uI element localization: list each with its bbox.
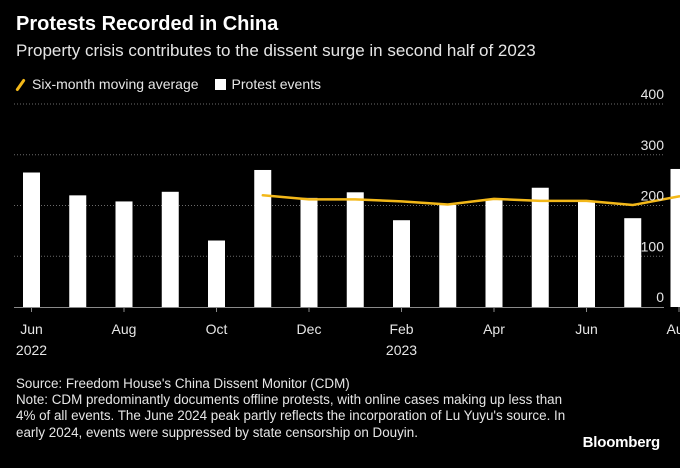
bar-swatch-icon — [214, 78, 226, 90]
legend-item-protest-events: Protest events — [214, 76, 322, 92]
x-tick-label: Jun — [575, 321, 598, 337]
bar — [531, 187, 549, 307]
moving-average-line — [261, 194, 680, 207]
x-tick-label: Aug — [112, 321, 137, 337]
legend-label-moving-average: Six-month moving average — [32, 76, 199, 92]
bar — [578, 200, 595, 307]
x-year-label: 2023 — [386, 342, 417, 358]
x-year-label: 2022 — [16, 342, 47, 358]
bar — [624, 218, 642, 307]
bar — [69, 195, 87, 307]
y-tick-label: 300 — [641, 137, 665, 153]
bloomberg-logo: Bloomberg — [582, 434, 661, 451]
y-tick-label: 200 — [641, 188, 665, 204]
footnotes: Source: Freedom House's China Dissent Mo… — [16, 376, 576, 441]
x-tick-label: Apr — [483, 321, 505, 337]
moving-average — [261, 194, 680, 207]
y-axis: 0 100 200 300 400 — [641, 86, 665, 305]
methodology-note: Note: CDM predominantly documents offlin… — [16, 392, 566, 440]
gridlines — [14, 103, 664, 308]
bar — [670, 168, 680, 307]
bar — [393, 220, 410, 307]
legend-item-moving-average: Six-month moving average — [16, 76, 199, 92]
bar — [439, 204, 457, 307]
x-axis: Jun2022AugOctDecFeb2023AprJunAugOctDecFe… — [16, 307, 680, 358]
chart-subtitle: Property crisis contributes to the disse… — [16, 41, 536, 60]
protests-chart: 0 100 200 300 400 Jun 2022 Aug Oct Dec Feb 2023 Apr… — [14, 86, 680, 358]
legend: Six-month moving average Protest events — [16, 76, 337, 92]
x-tick-label: Jun — [20, 321, 43, 337]
source-note: Source: Freedom House's China Dissent Mo… — [16, 376, 350, 391]
legend-label-protest-events: Protest events — [231, 76, 322, 92]
bar — [23, 172, 40, 307]
bars — [23, 168, 680, 307]
bar — [485, 198, 503, 307]
bar — [161, 191, 179, 307]
x-tick-label: Dec — [297, 321, 322, 337]
y-tick-label: 400 — [641, 86, 665, 102]
bar — [115, 201, 133, 307]
y-tick-label: 0 — [656, 289, 664, 305]
x-tick-label: Feb — [389, 321, 413, 337]
y-tick-label: 100 — [641, 238, 665, 254]
bar — [254, 169, 272, 307]
bar — [300, 197, 318, 307]
bar — [208, 240, 225, 307]
chart-title: Protests Recorded in China — [16, 13, 279, 35]
bar — [346, 192, 364, 307]
x-tick-label: Oct — [206, 321, 228, 337]
x-tick-label: Aug — [667, 321, 680, 337]
